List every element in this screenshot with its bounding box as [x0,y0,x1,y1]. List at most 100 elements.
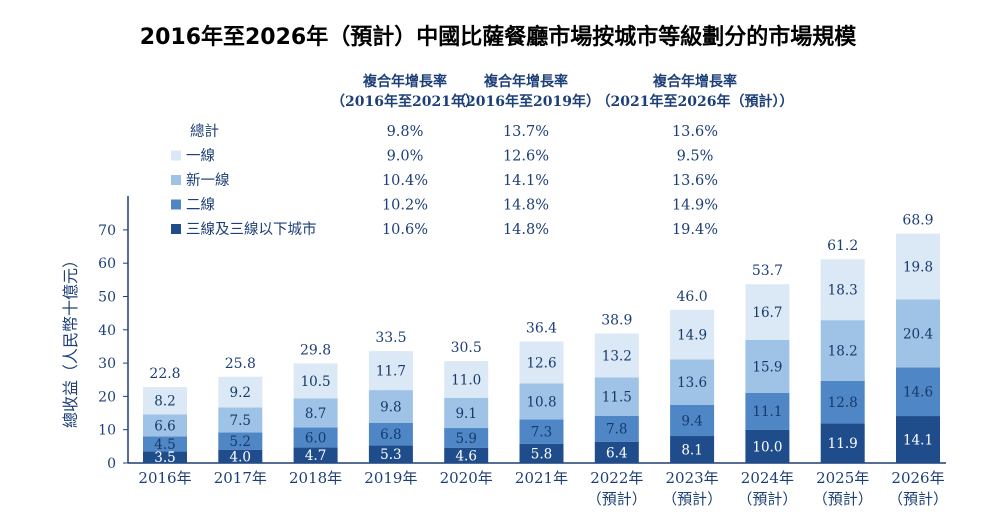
bar-segment [368,422,413,446]
bar-segment [670,309,715,360]
bar-segment [594,333,639,378]
data-label: 14.9 [677,328,707,344]
x-tick-label: 2021年 [515,469,568,487]
x-tick-label: 2019年 [364,469,417,487]
bar-segment [745,284,790,340]
bar-segment [293,447,338,463]
cagr-value: 13.6% [672,173,718,189]
data-label: 14.6 [903,385,933,401]
cagr-value: 10.2% [382,198,428,214]
total-label: 68.9 [902,213,933,229]
legend-label: 一線 [186,148,215,165]
bar-segment [519,419,564,444]
data-label: 12.8 [828,395,858,411]
data-label: 16.7 [752,305,782,321]
data-label: 5.9 [455,431,476,447]
data-label: 8.1 [681,443,702,459]
axes: 0 10 20 30 40 50 60 70 總收益（人民幣十億元） [61,196,946,472]
y-axis-label: 總收益（人民幣十億元） [61,252,80,428]
bar-segment [218,449,263,463]
data-label: 18.3 [828,283,858,299]
bar-segment [143,451,187,463]
data-label: 14.1 [903,433,933,449]
bar-segment [519,443,564,463]
bar-segment [896,416,940,463]
bar-segment [820,320,865,381]
bar-segment [444,361,489,398]
cagr-value: 12.6% [503,149,549,165]
cagr-value: 14.8% [503,222,549,238]
x-tick-label: 2016年 [138,469,191,487]
cagr-header-period: （2016年至2019年） [452,93,600,110]
x-tick-label: 2020年 [440,469,493,487]
x-tick-label-sub: （預計） [737,490,797,508]
data-label: 6.0 [305,430,326,446]
bar-segment [670,359,715,405]
data-label: 19.8 [903,260,933,276]
cagr-header: 複合年增長率 [652,73,737,90]
cagr-value: 10.4% [382,173,428,189]
y-tick-label: 60 [98,256,116,272]
data-label: 4.0 [230,449,251,465]
legend-swatch [171,199,181,210]
total-label: 46.0 [677,289,708,305]
data-label: 4.6 [455,448,476,464]
x-tick-label: 2022年 [590,469,643,487]
data-label: 6.8 [380,427,401,443]
bar-segment [293,398,338,428]
bar-segment [368,445,413,463]
chart-title: 2016年至2026年（預計）中國比薩餐廳市場按城市等級劃分的市場規模 [140,24,857,50]
cagr-value: 9.0% [387,149,424,165]
x-tick-label-sub: （預計） [888,490,948,508]
y-tick-label: 50 [98,290,116,306]
data-label: 13.2 [602,348,632,364]
data-label: 10.0 [752,439,782,455]
cagr-value: 19.4% [672,222,718,238]
x-tick-label: 2017年 [214,469,267,487]
total-label: 36.4 [526,320,557,336]
y-tick-label: 20 [98,389,116,405]
cagr-value: 14.1% [503,173,549,189]
total-label: 22.8 [149,366,180,382]
legend-label: 總計 [190,122,219,140]
data-label: 18.2 [828,343,858,359]
bar-segment [293,427,338,448]
cagr-value: 13.7% [503,124,549,140]
bar-segment [670,404,715,437]
x-tick-label-sub: （預計） [813,490,873,508]
y-tick-label: 40 [98,323,116,339]
data-label: 12.6 [526,355,556,371]
x-tick-label: 2018年 [289,469,342,487]
bar-segment [820,380,865,424]
cagr-value: 9.5% [677,149,714,165]
cagr-header: 複合年增長率 [362,73,447,90]
y-tick-label: 10 [98,423,116,439]
data-label: 11.7 [376,364,406,380]
data-label: 5.8 [531,446,552,462]
total-label: 29.8 [300,342,331,358]
total-label: 30.5 [451,340,482,356]
bar-segment [143,387,187,415]
legend-swatch [171,224,181,234]
data-label: 3.5 [154,450,175,466]
bar-segment [368,351,413,391]
bar-segment [444,447,489,463]
bar-segment [896,299,940,368]
total-label: 33.5 [375,330,406,346]
data-label: 13.6 [677,375,707,391]
y-tick-label: 30 [98,356,116,372]
x-tick-label: 2026年 [891,469,944,487]
cagr-value: 14.9% [672,198,718,214]
legend-label: 二線 [186,197,215,214]
data-label: 11.5 [602,390,632,406]
cagr-value: 13.6% [672,124,718,140]
bar-segment [594,415,639,442]
legend-swatch [171,150,181,161]
cagr-legend-table: 複合年增長率（2016年至2021年）複合年增長率（2016年至2019年）複合… [171,73,793,238]
x-tick-label: 2024年 [741,469,794,487]
bar-segment [143,414,187,437]
bar-segment [519,341,564,384]
total-label: 61.2 [827,238,858,254]
bar-segment [594,441,639,463]
